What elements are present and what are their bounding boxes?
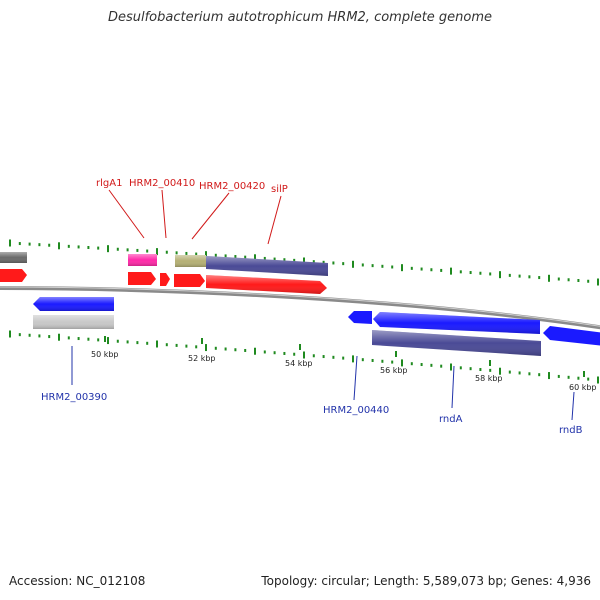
scale-label: 52 kbp	[188, 354, 216, 363]
map-title: Desulfobacterium autotrophicum HRM2, com…	[107, 10, 493, 25]
cds-arrow-forward	[128, 272, 156, 285]
genome-backbone	[0, 286, 600, 330]
leader-line	[161, 189, 167, 239]
forward-features	[0, 252, 328, 294]
leader-line	[267, 195, 282, 245]
gene-label-HRM2_00410: HRM2_00410	[129, 178, 195, 189]
gene-label-HRM2_00390: HRM2_00390	[41, 392, 107, 403]
leader-line	[191, 192, 230, 240]
cds-arrow-reverse	[543, 326, 600, 346]
genome-summary-text: Topology: circular; Length: 5,589,073 bp…	[261, 574, 591, 588]
cds-arrow-forward	[174, 274, 205, 287]
reverse-gene-labels: HRM2_00390 HRM2_00440 rndA rndB	[41, 346, 583, 436]
leader-line	[451, 365, 455, 409]
cds-arrow-forward	[160, 273, 170, 286]
cds-arrow-forward	[0, 269, 27, 282]
leader-line	[108, 189, 145, 239]
gene-label-rndA: rndA	[439, 414, 463, 425]
scale-label: 58 kbp	[475, 374, 503, 383]
gene-label-HRM2_00420: HRM2_00420	[199, 181, 265, 192]
leader-line	[571, 391, 575, 421]
scale-label: 60 kbp	[569, 383, 597, 392]
reverse-strand-ticks	[9, 330, 599, 384]
forward-gene-labels: rlgA1 HRM2_00410 HRM2_00420 silP	[96, 178, 288, 245]
scale-labels: 50 kbp 52 kbp 54 kbp 56 kbp 58 kbp 60 kb…	[91, 336, 597, 392]
accession-text: Accession: NC_012108	[9, 574, 146, 588]
cds-arrow-reverse	[348, 311, 372, 324]
scale-label: 50 kbp	[91, 350, 119, 359]
gene-label-rlgA1: rlgA1	[96, 178, 122, 189]
gene-label-silP: silP	[271, 184, 288, 195]
leader-line	[353, 355, 358, 401]
reverse-features	[33, 297, 600, 356]
gene-label-rndB: rndB	[559, 425, 583, 436]
gene-label-HRM2_00440: HRM2_00440	[323, 405, 389, 416]
genome-backbone-highlight	[0, 286, 600, 327]
scale-label: 56 kbp	[380, 366, 408, 375]
scale-label: 54 kbp	[285, 359, 313, 368]
